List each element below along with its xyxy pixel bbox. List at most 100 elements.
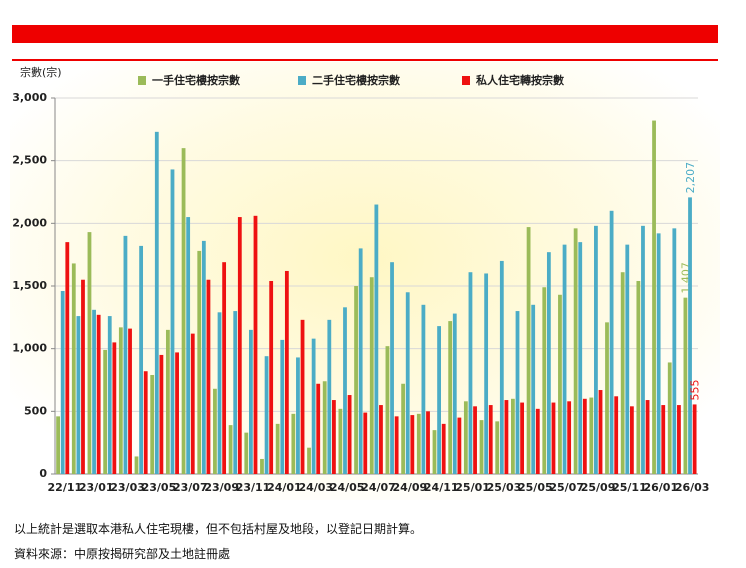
- bar: [280, 339, 285, 474]
- bar: [300, 319, 305, 474]
- legend-label: 一手住宅樓按宗數: [152, 73, 240, 87]
- bar: [629, 406, 634, 474]
- source: 資料來源：中原按揭研究部及土地註冊處: [14, 547, 231, 561]
- bar: [213, 388, 217, 474]
- bar: [190, 333, 195, 474]
- bar: [284, 270, 289, 474]
- x-tick-label: 25/09: [581, 481, 616, 494]
- bar: [605, 322, 609, 474]
- bar: [363, 412, 368, 474]
- bar: [390, 262, 394, 474]
- legend-swatch: [462, 76, 470, 85]
- bar: [672, 228, 677, 474]
- bar: [269, 280, 274, 474]
- bar: [369, 277, 374, 474]
- bar: [473, 406, 477, 474]
- bar: [598, 390, 603, 474]
- bar: [60, 291, 65, 474]
- value-label: 555: [689, 379, 702, 400]
- bar: [558, 294, 562, 474]
- bar: [311, 338, 316, 474]
- x-tick-label: 24/01: [267, 481, 302, 494]
- bar: [526, 227, 531, 474]
- x-tick-label: 25/07: [549, 481, 584, 494]
- bar: [237, 217, 242, 475]
- y-tick-label: 1,000: [12, 342, 47, 355]
- bar: [322, 381, 327, 474]
- bar: [316, 383, 321, 474]
- legend-label: 私人住宅轉按宗數: [476, 73, 564, 87]
- bar: [123, 235, 128, 474]
- bar: [667, 362, 672, 474]
- bar: [636, 280, 641, 474]
- bar: [222, 262, 227, 474]
- bar: [112, 342, 117, 474]
- bar: [620, 272, 625, 474]
- bar: [531, 304, 536, 474]
- bar: [159, 354, 164, 474]
- bar: [103, 349, 108, 474]
- bar: [87, 232, 92, 474]
- bar: [645, 400, 650, 474]
- bar: [228, 425, 233, 474]
- bar: [515, 311, 520, 474]
- y-tick-label: 1,500: [12, 279, 47, 292]
- bar: [332, 400, 336, 474]
- bar: [338, 408, 343, 474]
- bar: [567, 401, 572, 474]
- bar: [81, 279, 85, 474]
- bar: [421, 304, 426, 474]
- y-axis-label: 宗數(宗): [20, 65, 62, 79]
- bar: [217, 312, 222, 474]
- bar: [457, 417, 462, 474]
- bar: [573, 228, 578, 474]
- x-tick-label: 23/09: [204, 481, 239, 494]
- bar: [479, 420, 484, 474]
- x-tick-label: 25/03: [487, 481, 522, 494]
- value-label: 2,207: [684, 162, 697, 194]
- bar: [358, 248, 363, 474]
- bar: [347, 395, 352, 474]
- x-tick-label: 24/09: [393, 481, 428, 494]
- bar: [260, 458, 264, 474]
- chart: 宗數(宗) 0 500 1,000 1,500 2,000 2,500 3,000 一手住宅樓…: [10, 62, 720, 500]
- bar: [181, 148, 186, 474]
- bar: [546, 252, 551, 474]
- bar: [468, 272, 473, 474]
- bar: [488, 405, 493, 474]
- bar: [504, 400, 509, 474]
- bar: [374, 204, 379, 475]
- bar: [296, 357, 300, 474]
- bar: [92, 309, 96, 474]
- bar: [609, 210, 614, 475]
- bar: [463, 401, 468, 474]
- x-tick-label: 23/11: [236, 481, 271, 494]
- bar: [484, 273, 489, 474]
- bar: [656, 233, 661, 474]
- y-tick-label: 500: [24, 404, 47, 417]
- bar: [175, 352, 179, 474]
- y-tick-label: 2,000: [12, 216, 47, 229]
- bar: [275, 423, 280, 474]
- bar: [562, 244, 567, 474]
- x-tick-label: 23/03: [110, 481, 145, 494]
- bar: [437, 326, 441, 474]
- x-tick-label: 26/03: [675, 481, 710, 494]
- bar: [594, 225, 598, 474]
- bar: [65, 242, 70, 474]
- rule: [12, 59, 718, 61]
- bar: [143, 371, 148, 474]
- bar: [410, 415, 415, 474]
- footnote: 以上統計是選取本港私人住宅現樓，但不包括村屋及地段，以登記日期計算。: [14, 522, 423, 536]
- bar: [201, 240, 206, 474]
- bar: [233, 311, 238, 474]
- x-tick-label: 24/11: [424, 481, 459, 494]
- bar: [401, 383, 406, 474]
- bar: [448, 321, 453, 474]
- bar: [253, 215, 258, 474]
- bar: [76, 316, 81, 474]
- bar: [170, 169, 175, 474]
- bar: [197, 250, 202, 474]
- bar: [641, 225, 645, 474]
